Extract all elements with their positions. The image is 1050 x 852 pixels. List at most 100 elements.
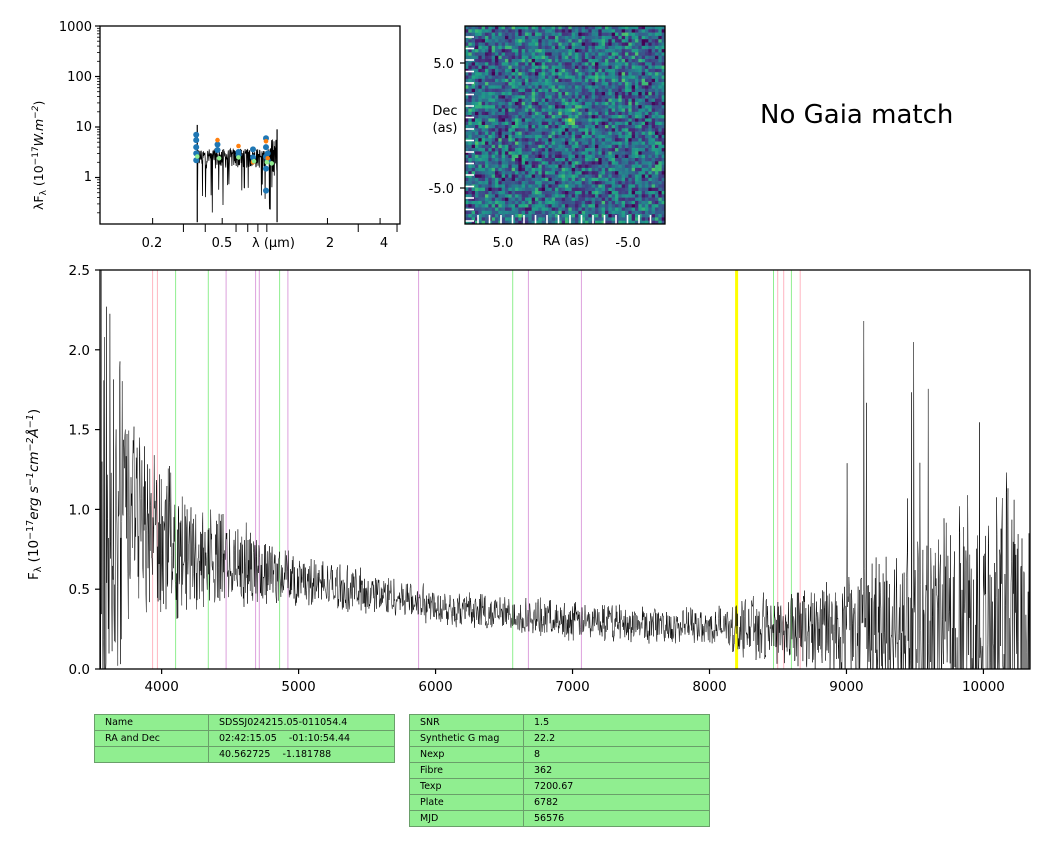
- image-cutout-pixel: [645, 82, 649, 86]
- image-cutout-pixel: [515, 164, 519, 169]
- image-cutout-pixel: [551, 121, 556, 126]
- image-cutout-pixel: [651, 42, 656, 47]
- image-cutout-pixel: [591, 118, 596, 122]
- image-cutout-pixel: [585, 134, 589, 139]
- image-cutout-pixel: [658, 210, 662, 215]
- image-cutout-pixel: [551, 88, 556, 93]
- image-cutout-pixel: [661, 220, 666, 225]
- image-cutout-pixel: [528, 95, 532, 99]
- image-cutout-pixel: [515, 115, 519, 119]
- image-cutout-pixel: [565, 148, 569, 152]
- image-cutout-pixel: [501, 121, 506, 126]
- image-cutout-pixel: [608, 141, 612, 146]
- image-cutout-pixel: [585, 92, 589, 96]
- image-cutout-pixel: [495, 75, 499, 80]
- image-cutout-pixel: [655, 105, 659, 109]
- image-cutout-pixel: [581, 29, 586, 33]
- image-cutout-pixel: [518, 181, 522, 185]
- image-cutout-pixel: [585, 207, 589, 212]
- image-cutout-pixel: [548, 39, 552, 43]
- image-cutout-pixel: [495, 194, 499, 198]
- image-cutout-pixel: [588, 105, 592, 109]
- image-cutout-pixel: [581, 174, 586, 179]
- image-cutout-pixel: [611, 161, 616, 165]
- image-cutout-pixel: [648, 55, 652, 60]
- image-cutout-pixel: [575, 214, 579, 218]
- image-cutout-pixel: [645, 184, 649, 188]
- image-cutout-pixel: [561, 35, 566, 40]
- image-cutout-pixel: [648, 181, 652, 185]
- image-cutout-pixel: [598, 128, 602, 132]
- image-cutout-pixel: [601, 204, 606, 208]
- image-cutout-pixel: [535, 82, 539, 86]
- image-cutout-pixel: [605, 95, 609, 99]
- image-cutout-pixel: [545, 92, 549, 96]
- image-cutout-pixel: [595, 65, 599, 70]
- image-cutout-pixel: [651, 220, 656, 225]
- image-cutout-pixel: [658, 191, 662, 195]
- image-cutout-pixel: [571, 187, 576, 192]
- image-cutout-pixel: [618, 144, 622, 149]
- image-cutout-pixel: [635, 197, 639, 202]
- image-cutout-pixel: [561, 220, 566, 225]
- image-cutout-pixel: [541, 85, 546, 89]
- image-cutout-pixel: [515, 174, 519, 179]
- image-cutout-pixel: [485, 167, 489, 172]
- image-cutout-pixel: [491, 214, 496, 218]
- image-cutout-pixel: [541, 151, 546, 155]
- image-cutout-pixel: [661, 161, 666, 165]
- image-cutout-pixel: [608, 111, 612, 116]
- image-cutout-pixel: [601, 177, 606, 182]
- image-cutout-pixel: [491, 200, 496, 205]
- image-cutout-pixel: [525, 154, 529, 159]
- image-cutout-pixel: [635, 92, 639, 96]
- image-cutout-pixel: [565, 111, 569, 116]
- image-cutout-pixel: [535, 177, 539, 182]
- image-cutout-pixel: [578, 220, 582, 225]
- image-cutout-pixel: [535, 39, 539, 43]
- image-cutout-pixel: [628, 207, 632, 212]
- image-cutout-pixel: [588, 171, 592, 175]
- image-cutout-pixel: [491, 88, 496, 93]
- image-cutout-pixel: [648, 62, 652, 66]
- image-cutout-pixel: [498, 148, 502, 152]
- image-cutout-ticks: [460, 36, 652, 224]
- image-cutout-pixel: [615, 128, 619, 132]
- image-cutout-pixel: [605, 35, 609, 40]
- image-cutout-pixel: [638, 85, 642, 89]
- image-cutout-pixel: [465, 45, 469, 50]
- image-cutout-pixel: [608, 207, 612, 212]
- image-cutout-pixel: [598, 75, 602, 80]
- image-cutout-pixel: [618, 174, 622, 179]
- image-cutout-pixel: [621, 35, 626, 40]
- image-cutout-pixel: [558, 39, 562, 43]
- image-cutout-pixel: [521, 65, 526, 70]
- image-cutout-pixel: [535, 141, 539, 146]
- image-cutout-pixel: [498, 191, 502, 195]
- image-cutout-pixel: [508, 171, 512, 175]
- image-cutout-pixel: [631, 161, 636, 165]
- image-cutout-pixel: [661, 197, 666, 202]
- image-cutout-pixel: [601, 32, 606, 37]
- sed-photometry-point-blue: [214, 147, 221, 153]
- image-cutout-pixel: [565, 121, 569, 126]
- image-cutout-pixel: [518, 151, 522, 155]
- image-cutout-pixel: [495, 121, 499, 126]
- image-cutout-pixel: [508, 72, 512, 76]
- image-cutout-pixel: [601, 78, 606, 83]
- image-cutout-pixel: [481, 115, 486, 119]
- image-cutout-pixel: [585, 65, 589, 70]
- image-cutout-pixel: [578, 194, 582, 198]
- image-cutout-pixel: [561, 161, 566, 165]
- image-cutout-pixel: [635, 26, 639, 30]
- image-cutout-pixel: [611, 154, 616, 159]
- image-cutout-pixel: [478, 161, 482, 165]
- image-cutout-pixel: [551, 59, 556, 63]
- image-cutout-pixel: [638, 134, 642, 139]
- image-cutout-pixel: [491, 210, 496, 215]
- image-cutout-pixel: [518, 26, 522, 30]
- image-cutout-pixel: [588, 134, 592, 139]
- image-cutout-pixel: [488, 197, 492, 202]
- image-cutout-pixel: [505, 85, 509, 89]
- image-cutout-pixel: [631, 148, 636, 152]
